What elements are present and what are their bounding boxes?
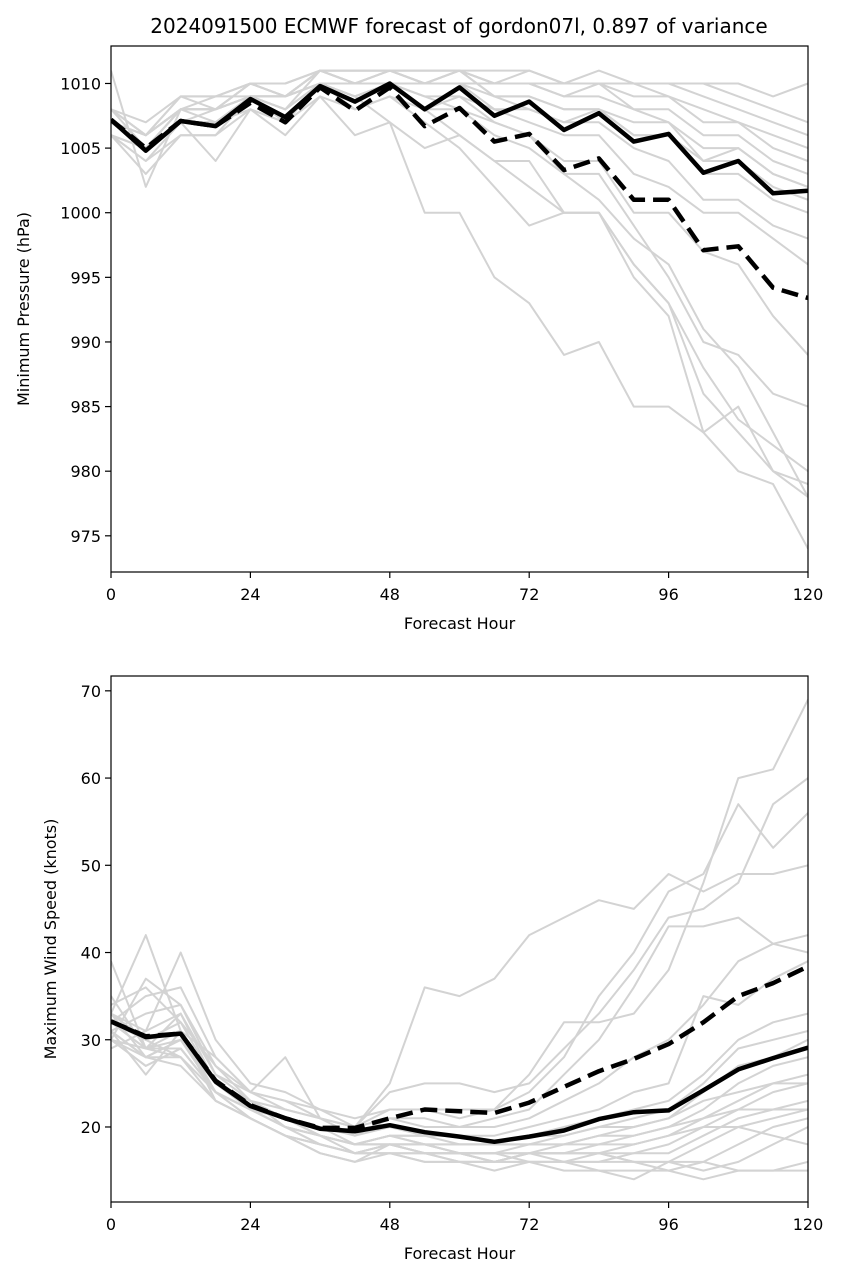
pressure-y-tick-label: 975 [70, 527, 101, 546]
pressure-y-tick-label: 995 [70, 268, 101, 287]
pressure-y-axis-label: Minimum Pressure (hPa) [14, 212, 33, 406]
pressure-highlight-lines [111, 81, 808, 301]
pressure-chart: 0 24 48 72 96 120 975 980 985 990 995 1000 1005 1010… [14, 45, 823, 633]
wind-highlight-lines [111, 964, 808, 1145]
wind-dashed-line [111, 964, 808, 1131]
pressure-y-tick-label: 1010 [60, 74, 101, 93]
wind-member-line-19 [111, 1021, 808, 1172]
pressure-y-tick-label: 980 [70, 462, 101, 481]
wind-x-ticks: 0 24 48 72 96 120 [106, 1202, 823, 1234]
wind-member-line-20 [111, 1030, 808, 1163]
wind-member-line-16 [111, 1030, 808, 1172]
wind-y-tick-label: 70 [81, 682, 101, 701]
pressure-solid-line [111, 81, 808, 196]
pressure-x-axis-label: Forecast Hour [404, 614, 516, 633]
pressure-x-tick-label: 48 [380, 585, 400, 604]
wind-member-lines [111, 699, 808, 1181]
wind-member-line-6 [111, 942, 808, 1137]
pressure-member-line-2 [111, 82, 808, 498]
pressure-y-ticks: 975 980 985 990 995 1000 1005 1010 [60, 74, 111, 546]
wind-x-tick-label: 0 [106, 1215, 116, 1234]
wind-member-line-1 [111, 864, 808, 1128]
pressure-y-tick-label: 1000 [60, 204, 101, 223]
chart-title: 2024091500 ECMWF forecast of gordon07l, … [150, 14, 767, 38]
wind-y-tick-label: 50 [81, 856, 101, 875]
pressure-member-line-3 [111, 82, 808, 486]
pressure-member-line-18 [111, 95, 808, 188]
pressure-x-ticks: 0 24 48 72 96 120 [106, 572, 823, 604]
pressure-y-tick-label: 990 [70, 333, 101, 352]
wind-y-tick-label: 30 [81, 1031, 101, 1050]
pressure-dashed-line [111, 85, 808, 301]
pressure-plot-frame [110, 45, 809, 573]
wind-x-tick-label: 120 [793, 1215, 824, 1234]
pressure-member-line-17 [111, 82, 808, 137]
wind-x-axis-label: Forecast Hour [404, 1244, 516, 1263]
pressure-y-tick-label: 985 [70, 398, 101, 417]
pressure-member-line-5 [111, 82, 808, 408]
pressure-member-lines [111, 69, 808, 550]
pressure-member-line-19 [111, 95, 808, 473]
wind-solid-line [111, 1019, 808, 1145]
pressure-member-line-1 [111, 70, 808, 550]
wind-member-line-4 [111, 803, 808, 1120]
pressure-member-line-7 [111, 69, 808, 266]
wind-y-tick-label: 60 [81, 769, 101, 788]
wind-y-tick-label: 40 [81, 944, 101, 963]
wind-y-axis-label: Maximum Wind Speed (knots) [41, 819, 60, 1060]
wind-member-line-3 [111, 699, 808, 1128]
wind-x-tick-label: 24 [240, 1215, 260, 1234]
pressure-x-tick-label: 96 [658, 585, 678, 604]
pressure-y-tick-label: 1005 [60, 139, 101, 158]
pressure-x-tick-label: 24 [240, 585, 260, 604]
pressure-member-line-9 [111, 69, 808, 214]
wind-x-tick-label: 96 [658, 1215, 678, 1234]
wind-member-line-12 [111, 1030, 808, 1163]
wind-plot-frame [110, 675, 809, 1203]
pressure-member-line-4 [111, 82, 808, 498]
pressure-x-tick-label: 72 [519, 585, 539, 604]
wind-y-tick-label: 20 [81, 1118, 101, 1137]
wind-y-ticks: 20 30 40 50 60 70 [81, 682, 111, 1137]
wind-x-tick-label: 72 [519, 1215, 539, 1234]
pressure-x-tick-label: 120 [793, 585, 824, 604]
pressure-x-tick-label: 0 [106, 585, 116, 604]
wind-x-tick-label: 48 [380, 1215, 400, 1234]
